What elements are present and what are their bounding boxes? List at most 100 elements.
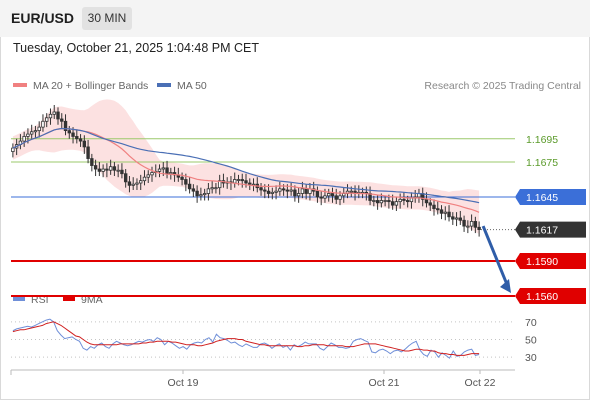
candle-body — [338, 195, 342, 200]
level-label-1.1560: 1.1560 — [526, 291, 558, 303]
candle-body — [22, 136, 26, 142]
rsi-label: RSI — [31, 294, 49, 306]
candle-body — [330, 193, 335, 197]
candle-body — [184, 179, 188, 185]
candle-body — [266, 190, 271, 194]
candle-body — [52, 111, 56, 115]
legend-rsi-ma: 9MA — [63, 294, 103, 306]
candle-body — [473, 221, 478, 228]
candle-body — [398, 198, 402, 203]
candle-body — [210, 187, 214, 190]
candle-body — [41, 120, 45, 128]
level-tag-1.1645 — [515, 188, 586, 205]
candle-body — [315, 190, 320, 198]
candle-body — [402, 198, 406, 201]
candle-body — [443, 211, 447, 214]
level-label-1.1695: 1.1695 — [526, 134, 558, 146]
candle-body — [375, 200, 380, 204]
rsi-swatch — [13, 297, 25, 302]
candle-body — [424, 198, 429, 204]
ma20-line — [12, 127, 480, 213]
legend-ma50: MA 50 — [157, 80, 207, 92]
candle-body — [383, 200, 387, 202]
candle-body — [281, 188, 286, 191]
bollinger-band-area — [12, 99, 480, 235]
candle-body — [259, 187, 263, 191]
candle-body — [161, 167, 165, 170]
candle-body — [240, 179, 244, 182]
candle-body — [436, 208, 440, 211]
candle-body — [78, 138, 83, 142]
candle-body — [285, 189, 290, 192]
candle-body — [244, 180, 248, 184]
candle-body — [146, 174, 150, 178]
candle-body — [319, 196, 323, 199]
candle-body — [394, 201, 399, 206]
candle-body — [432, 204, 436, 210]
level-tag-1.1560 — [515, 287, 586, 304]
candle-body — [67, 130, 71, 134]
level-label-1.1675: 1.1675 — [526, 157, 558, 169]
candle-body — [477, 226, 481, 230]
candle-body — [409, 197, 414, 203]
candle-body — [334, 195, 338, 200]
candle-body — [451, 216, 455, 220]
candle-body — [150, 172, 154, 176]
candle-body — [289, 189, 293, 192]
credit-text: Research © 2025 Trading Central — [424, 80, 581, 92]
rsi-ma-line — [12, 321, 480, 356]
candle-body — [263, 189, 267, 192]
candle-body — [199, 194, 203, 197]
candle-body — [270, 191, 275, 194]
candle-body — [349, 190, 353, 193]
rsi-tick-50: 50 — [525, 335, 537, 347]
candle-body — [108, 166, 113, 171]
candle-body — [169, 172, 173, 175]
level-tag-1.1617 — [515, 221, 586, 238]
candle-body — [165, 167, 169, 175]
candle-body — [278, 188, 282, 192]
candle-body — [157, 168, 162, 172]
candle-body — [93, 165, 98, 170]
candle-body — [466, 225, 470, 228]
timestamp: Tuesday, October 21, 2025 1:04:48 PM CET — [13, 41, 259, 55]
ma20-swatch — [13, 83, 27, 88]
candle-body — [101, 168, 105, 172]
candle-body — [139, 180, 143, 184]
candle-body — [60, 118, 64, 122]
projection-arrow-head — [500, 278, 511, 293]
candle-body — [105, 168, 109, 171]
candle-body — [33, 130, 38, 133]
candle-body — [142, 176, 147, 182]
candle-body — [45, 117, 49, 122]
candle-body — [236, 179, 241, 181]
ma50-line — [12, 127, 480, 204]
level-label-1.1617: 1.1617 — [526, 225, 558, 237]
candle-body — [135, 182, 139, 185]
rsi-line — [12, 318, 480, 359]
candle-body — [37, 126, 41, 132]
level-label-1.1590: 1.1590 — [526, 256, 558, 268]
candle-body — [323, 195, 327, 199]
ma20-label: MA 20 + Bollinger Bands — [33, 80, 149, 92]
candle-body — [372, 200, 376, 202]
ma50-label: MA 50 — [177, 80, 207, 92]
candle-body — [26, 133, 30, 137]
candle-body — [56, 111, 60, 120]
candle-body — [296, 193, 301, 197]
candle-body — [342, 193, 346, 197]
rsi-tick-70: 70 — [525, 317, 537, 329]
candle-body — [304, 188, 308, 194]
timeframe-badge[interactable]: 30 MIN — [82, 7, 132, 30]
candle-body — [274, 190, 278, 193]
x-tick-label: Oct 22 — [465, 377, 496, 389]
candle-body — [180, 176, 184, 180]
candle-body — [71, 132, 75, 137]
candle-body — [86, 146, 90, 159]
candle-body — [214, 187, 218, 190]
candle-body — [293, 189, 297, 197]
title-bar: EUR/USD 30 MIN — [0, 0, 590, 37]
candle-body — [202, 193, 207, 196]
ma50-swatch — [157, 83, 171, 88]
